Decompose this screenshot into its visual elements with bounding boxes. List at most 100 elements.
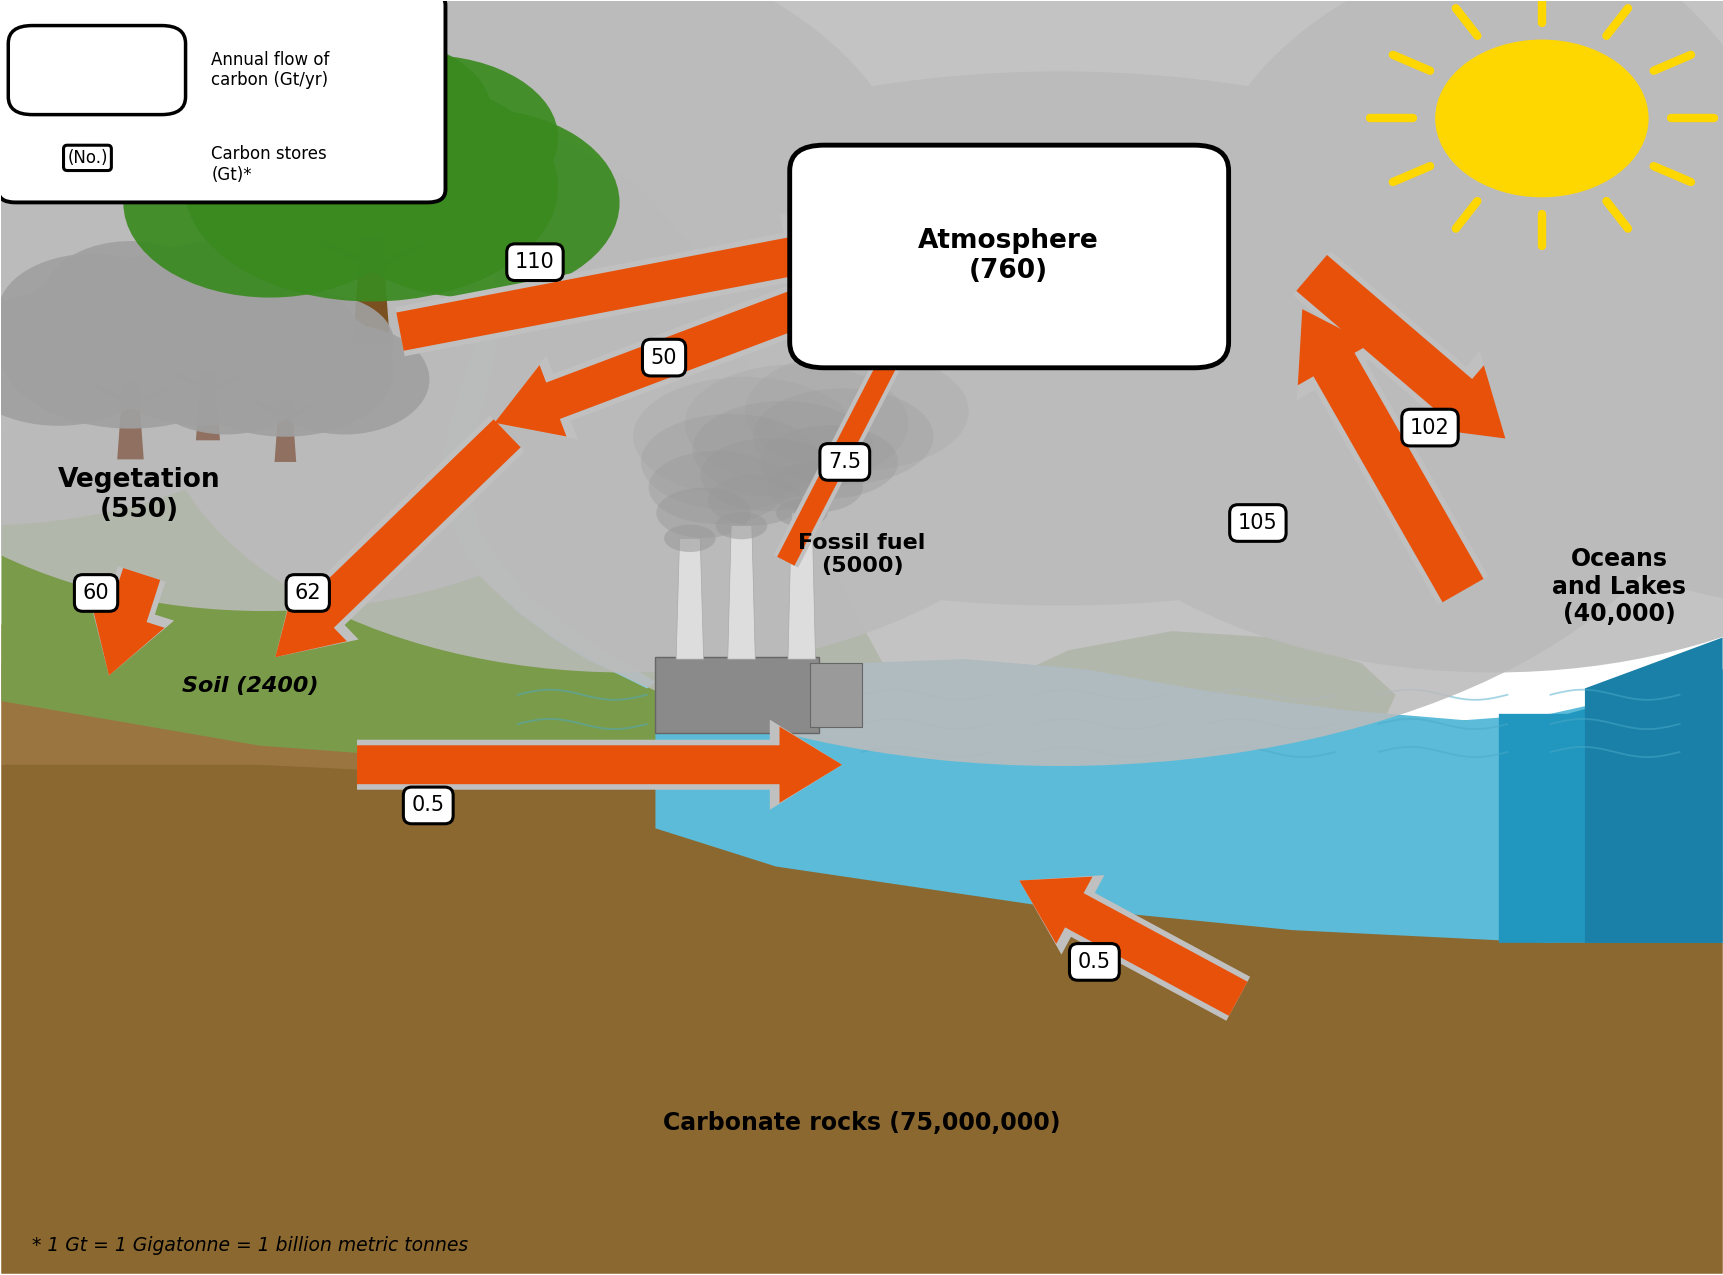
Circle shape xyxy=(1434,40,1647,198)
Text: Fossil fuel
(5000): Fossil fuel (5000) xyxy=(798,533,925,576)
Ellipse shape xyxy=(408,71,1709,766)
Polygon shape xyxy=(1583,638,1721,942)
FancyArrowPatch shape xyxy=(777,315,913,566)
Polygon shape xyxy=(2,701,1721,1274)
Ellipse shape xyxy=(258,325,429,435)
FancyArrowPatch shape xyxy=(276,416,524,657)
FancyArrowPatch shape xyxy=(88,566,174,676)
FancyBboxPatch shape xyxy=(655,657,818,733)
Ellipse shape xyxy=(179,288,367,409)
Text: * 1 Gt = 1 Gigatonne = 1 billion metric tonnes: * 1 Gt = 1 Gigatonne = 1 billion metric … xyxy=(33,1237,469,1255)
Polygon shape xyxy=(1497,669,1721,942)
FancyArrowPatch shape xyxy=(396,218,858,351)
Ellipse shape xyxy=(715,511,767,539)
Text: 0.5: 0.5 xyxy=(412,796,445,816)
Polygon shape xyxy=(787,513,815,659)
Ellipse shape xyxy=(88,254,260,360)
FancyArrowPatch shape xyxy=(91,569,164,676)
Ellipse shape xyxy=(632,377,856,496)
Ellipse shape xyxy=(744,352,968,470)
Ellipse shape xyxy=(157,254,327,360)
Polygon shape xyxy=(274,399,296,462)
FancyArrowPatch shape xyxy=(1018,875,1249,1021)
Text: Carbon stores
(Gt)*: Carbon stores (Gt)* xyxy=(212,145,327,184)
Ellipse shape xyxy=(0,266,264,428)
Text: 60: 60 xyxy=(83,583,109,603)
FancyArrowPatch shape xyxy=(495,270,856,436)
Ellipse shape xyxy=(141,325,312,435)
Ellipse shape xyxy=(775,499,827,527)
FancyArrowPatch shape xyxy=(357,727,841,803)
Polygon shape xyxy=(353,236,389,346)
Ellipse shape xyxy=(177,293,331,390)
FancyBboxPatch shape xyxy=(810,663,862,727)
Polygon shape xyxy=(2,567,948,784)
Polygon shape xyxy=(196,370,221,440)
Ellipse shape xyxy=(74,254,264,371)
Polygon shape xyxy=(1396,720,1583,790)
Ellipse shape xyxy=(177,303,393,437)
Ellipse shape xyxy=(336,0,1723,606)
Ellipse shape xyxy=(708,474,803,525)
Polygon shape xyxy=(439,170,655,689)
Text: 50: 50 xyxy=(650,348,677,367)
FancyArrowPatch shape xyxy=(495,265,860,440)
Polygon shape xyxy=(948,631,1396,771)
Text: 110: 110 xyxy=(515,252,555,272)
FancyArrowPatch shape xyxy=(774,315,915,567)
FancyArrowPatch shape xyxy=(1297,309,1484,602)
Ellipse shape xyxy=(239,293,393,390)
Ellipse shape xyxy=(700,439,837,511)
FancyArrowPatch shape xyxy=(276,419,520,657)
Ellipse shape xyxy=(684,365,908,483)
Ellipse shape xyxy=(648,451,786,524)
Ellipse shape xyxy=(753,389,932,484)
Ellipse shape xyxy=(0,45,372,525)
Polygon shape xyxy=(727,525,755,659)
Ellipse shape xyxy=(124,108,417,297)
Ellipse shape xyxy=(326,108,619,297)
FancyArrowPatch shape xyxy=(1018,877,1247,1016)
Text: Oceans
and Lakes
(40,000): Oceans and Lakes (40,000) xyxy=(1551,547,1685,626)
Ellipse shape xyxy=(768,463,862,513)
Polygon shape xyxy=(2,122,948,765)
Polygon shape xyxy=(948,653,1378,761)
Ellipse shape xyxy=(157,111,1096,672)
Ellipse shape xyxy=(45,241,215,347)
Ellipse shape xyxy=(0,0,915,499)
Text: Carbonate rocks (75,000,000): Carbonate rocks (75,000,000) xyxy=(663,1112,1060,1136)
Text: 102: 102 xyxy=(1409,418,1449,437)
Text: 62: 62 xyxy=(295,583,320,603)
Ellipse shape xyxy=(252,37,491,187)
Polygon shape xyxy=(1396,729,1566,787)
Ellipse shape xyxy=(1439,120,1723,611)
Ellipse shape xyxy=(0,254,188,371)
Text: Atmosphere
(760): Atmosphere (760) xyxy=(917,228,1098,284)
FancyArrowPatch shape xyxy=(395,213,858,356)
FancyBboxPatch shape xyxy=(9,26,186,115)
Ellipse shape xyxy=(1204,0,1723,499)
Ellipse shape xyxy=(663,524,715,552)
FancyArrowPatch shape xyxy=(1296,255,1504,439)
Text: Vegetation
(550): Vegetation (550) xyxy=(59,467,221,523)
FancyBboxPatch shape xyxy=(789,145,1228,367)
Polygon shape xyxy=(2,586,1721,1274)
Ellipse shape xyxy=(760,426,898,499)
Ellipse shape xyxy=(656,487,751,538)
Ellipse shape xyxy=(48,288,238,409)
Text: 0.5: 0.5 xyxy=(1077,952,1110,972)
Ellipse shape xyxy=(184,73,558,301)
Ellipse shape xyxy=(215,283,355,370)
Ellipse shape xyxy=(88,265,327,412)
Text: 7.5: 7.5 xyxy=(827,451,862,472)
FancyArrowPatch shape xyxy=(1292,251,1504,439)
Text: 105: 105 xyxy=(1237,513,1277,533)
Ellipse shape xyxy=(641,414,822,510)
Text: Annual flow of
carbon (Gt/yr): Annual flow of carbon (Gt/yr) xyxy=(212,51,329,89)
FancyArrowPatch shape xyxy=(1296,309,1487,606)
Polygon shape xyxy=(675,538,703,659)
Polygon shape xyxy=(117,382,143,459)
FancyBboxPatch shape xyxy=(0,0,445,203)
Ellipse shape xyxy=(184,55,451,221)
Text: (No.): (No.) xyxy=(67,149,107,167)
